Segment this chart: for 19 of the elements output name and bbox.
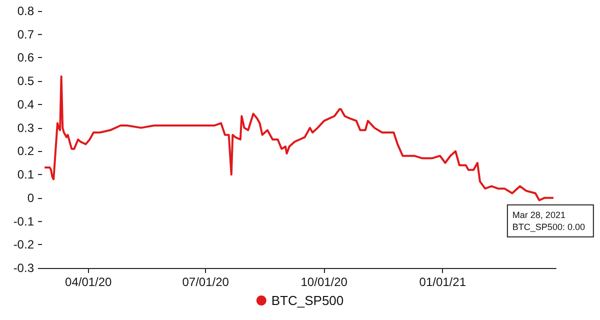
annotation: Mar 28, 2021 BTC_SP500: 0.00 <box>512 210 585 232</box>
y-tick-label: 0.2 <box>17 144 34 158</box>
y-tick-label: -0.2 <box>13 238 34 252</box>
x-tick-label: 10/01/20 <box>300 275 348 289</box>
y-tick-label: 0.3 <box>17 120 34 135</box>
legend-label: BTC_SP500 <box>271 293 344 308</box>
y-tick-label: 0.5 <box>17 74 34 88</box>
y-tick-label: 0.1 <box>17 168 34 182</box>
y-tick-label: 0.8 <box>17 4 34 18</box>
x-tick-label: 07/01/20 <box>182 275 230 289</box>
x-tick-label: 04/01/20 <box>65 275 112 289</box>
y-tick-label: 0.7 <box>17 27 34 42</box>
x-tick-label: 01/01/21 <box>419 275 466 289</box>
y-tick-label: -0.3 <box>13 261 34 275</box>
y-tick-label: 0.4 <box>17 97 34 112</box>
y-tick-label: 0 <box>27 190 34 205</box>
line-series <box>44 75 554 202</box>
y-tick-label: -0.1 <box>13 214 34 228</box>
y-tick-label: 0.6 <box>17 50 34 65</box>
